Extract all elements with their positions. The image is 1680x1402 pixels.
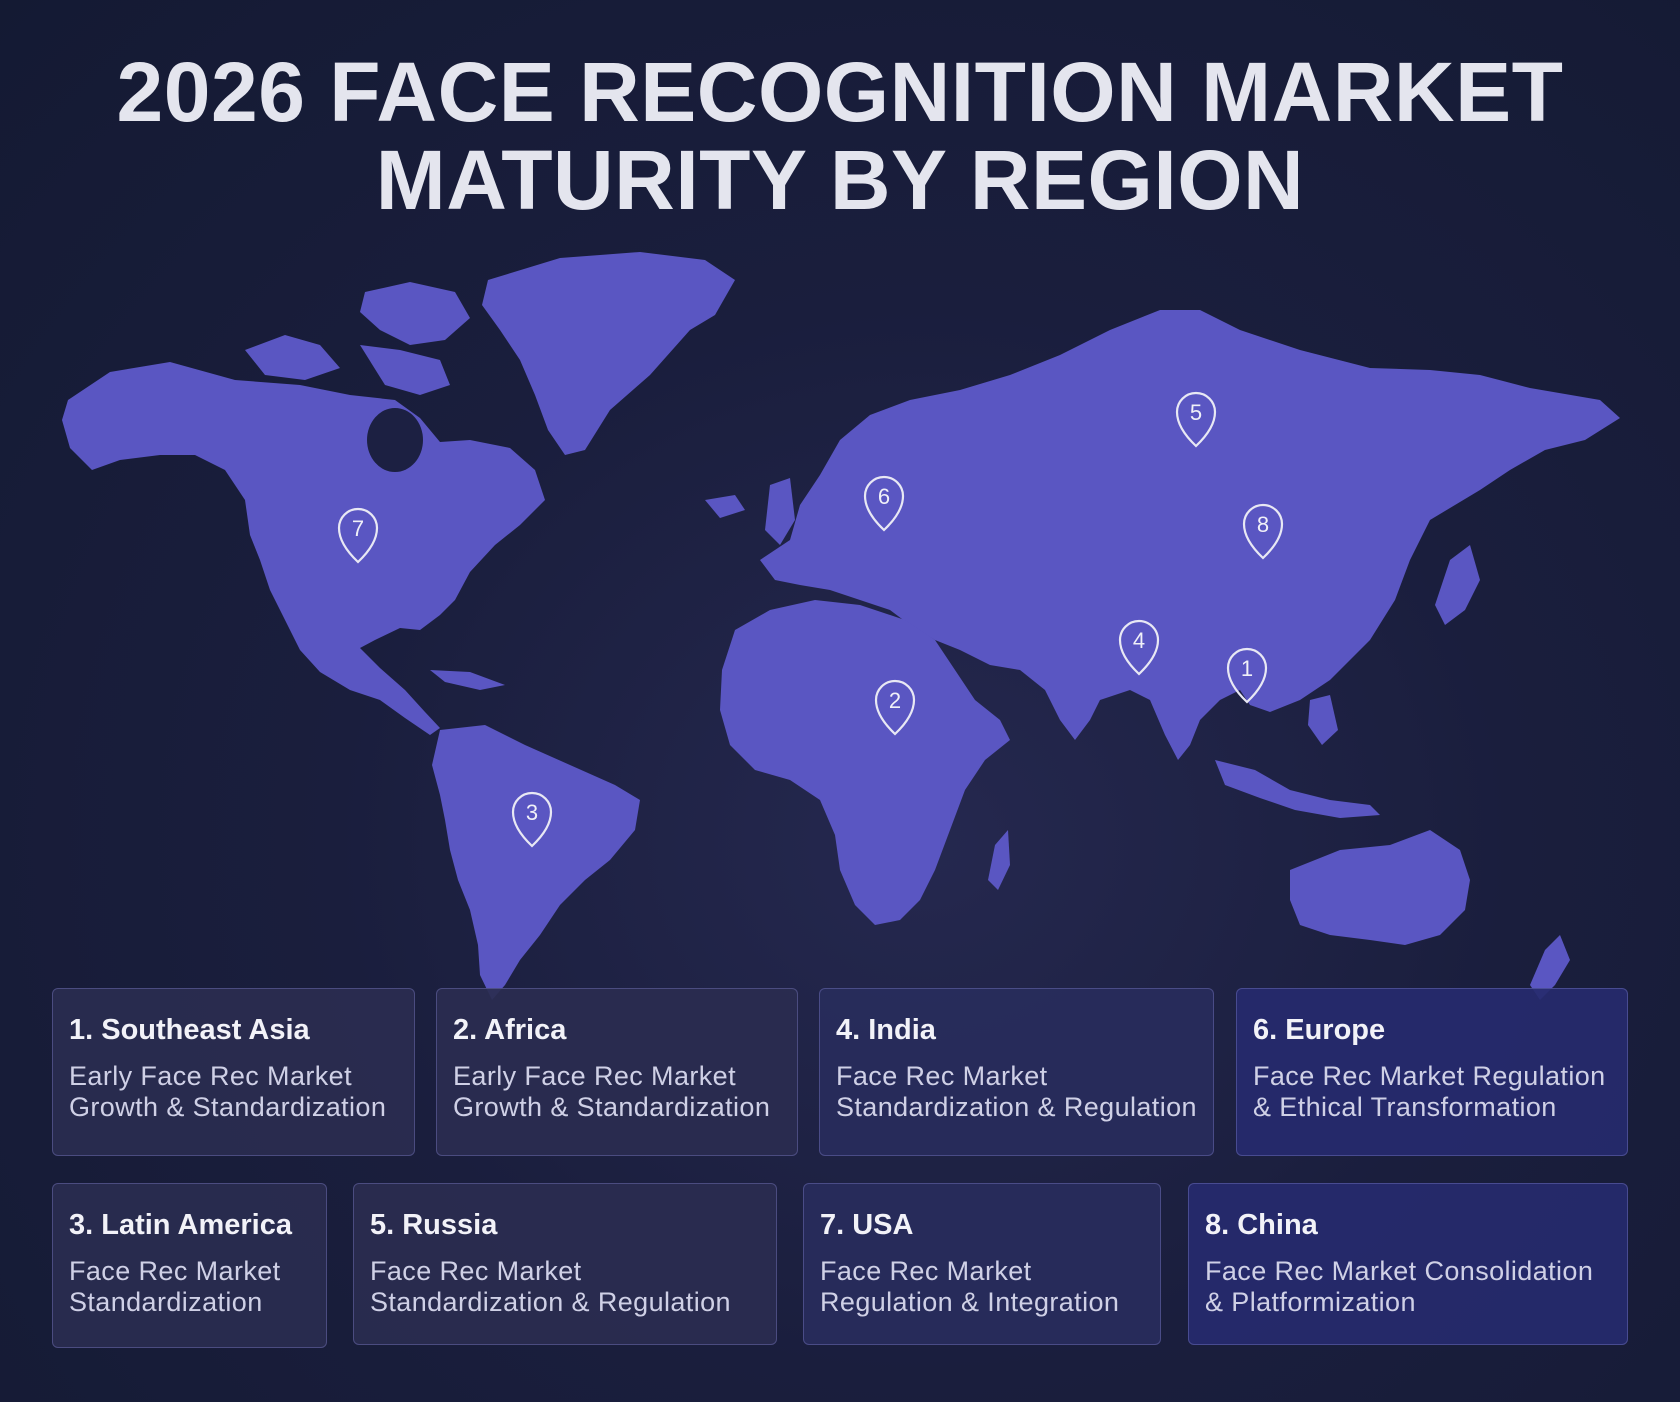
card-line-2: & Ethical Transformation	[1253, 1092, 1557, 1122]
card-russia: 5. Russia Face Rec Market Standardizatio…	[353, 1183, 777, 1345]
caribbean	[430, 670, 505, 690]
card-usa: 7. USA Face Rec Market Regulation & Inte…	[803, 1183, 1161, 1345]
pin-icon	[511, 791, 553, 848]
pin-number: 5	[1190, 400, 1202, 425]
card-line-1: Early Face Rec Market	[453, 1061, 736, 1091]
pin-icon	[1226, 647, 1268, 704]
card-china: 8. China Face Rec Market Consolidation &…	[1188, 1183, 1628, 1345]
pin-number: 1	[1241, 656, 1253, 681]
card-heading: 5. Russia	[370, 1209, 498, 1241]
card-line-1: Face Rec Market Regulation	[1253, 1061, 1606, 1091]
title-line-2: MATURITY BY REGION	[375, 133, 1305, 227]
card-heading: 2. Africa	[453, 1014, 567, 1046]
card-heading: 7. USA	[820, 1209, 914, 1241]
card-line-2: & Platformization	[1205, 1287, 1416, 1317]
card-line-1: Face Rec Market	[820, 1256, 1032, 1286]
page-title: 2026 FACE RECOGNITION MARKET MATURITY BY…	[0, 48, 1680, 224]
pin-number: 4	[1133, 628, 1145, 653]
map-pin-africa: 2	[874, 679, 916, 736]
card-heading: 4. India	[836, 1014, 936, 1046]
pin-number: 6	[878, 484, 890, 509]
map-pin-russia: 5	[1175, 391, 1217, 448]
philippines	[1308, 695, 1338, 745]
arctic-islands-2	[245, 335, 340, 380]
africa	[720, 600, 1010, 925]
title-line-1: 2026 FACE RECOGNITION MARKET	[116, 45, 1564, 139]
card-line-2: Standardization & Regulation	[370, 1287, 731, 1317]
greenland	[482, 252, 735, 455]
card-line-2: Standardization	[69, 1287, 263, 1317]
iceland	[705, 495, 745, 518]
land-masses	[62, 252, 1620, 1000]
south-america	[432, 725, 640, 1000]
card-latin-america: 3. Latin America Face Rec Market Standar…	[52, 1183, 327, 1348]
card-line-1: Face Rec Market	[836, 1061, 1048, 1091]
japan	[1435, 545, 1480, 625]
pin-icon	[863, 475, 905, 532]
arctic-islands	[360, 282, 470, 345]
card-line-1: Face Rec Market Consolidation	[1205, 1256, 1594, 1286]
pin-number: 7	[352, 516, 364, 541]
card-africa: 2. Africa Early Face Rec Market Growth &…	[436, 988, 798, 1156]
card-southeast-asia: 1. Southeast Asia Early Face Rec Market …	[52, 988, 415, 1156]
uk	[765, 478, 795, 545]
card-heading: 3. Latin America	[69, 1209, 292, 1241]
card-line-1: Face Rec Market	[69, 1256, 281, 1286]
map-pin-china: 8	[1242, 503, 1284, 560]
pin-icon	[1175, 391, 1217, 448]
card-europe: 6. Europe Face Rec Market Regulation & E…	[1236, 988, 1628, 1156]
card-line-1: Early Face Rec Market	[69, 1061, 352, 1091]
eurasia	[760, 310, 1620, 760]
world-map: 1 2 3 4 5 6 7 8	[62, 252, 1620, 1000]
southeast-asia-islands	[1215, 760, 1380, 818]
map-pin-europe: 6	[863, 475, 905, 532]
card-line-2: Growth & Standardization	[453, 1092, 771, 1122]
madagascar	[988, 830, 1010, 890]
pin-icon	[1118, 619, 1160, 676]
pin-number: 2	[889, 688, 901, 713]
new-zealand	[1530, 935, 1570, 1000]
card-heading: 1. Southeast Asia	[69, 1014, 310, 1046]
map-pin-southeast-asia: 1	[1226, 647, 1268, 704]
region-markers: 1 2 3 4 5 6 7 8	[337, 391, 1284, 848]
card-line-2: Standardization & Regulation	[836, 1092, 1197, 1122]
card-line-1: Face Rec Market	[370, 1256, 582, 1286]
pin-icon	[337, 507, 379, 564]
australia	[1290, 830, 1470, 945]
card-heading: 6. Europe	[1253, 1014, 1386, 1046]
map-pin-india: 4	[1118, 619, 1160, 676]
map-pin-usa: 7	[337, 507, 379, 564]
pin-number: 8	[1257, 512, 1269, 537]
pin-number: 3	[526, 800, 538, 825]
card-line-2: Regulation & Integration	[820, 1287, 1120, 1317]
arctic-islands-3	[360, 345, 450, 395]
card-india: 4. India Face Rec Market Standardization…	[819, 988, 1214, 1156]
map-pin-latin-america: 3	[511, 791, 553, 848]
north-america	[62, 362, 545, 735]
pin-icon	[1242, 503, 1284, 560]
pin-icon	[874, 679, 916, 736]
card-heading: 8. China	[1205, 1209, 1318, 1241]
card-line-2: Growth & Standardization	[69, 1092, 387, 1122]
